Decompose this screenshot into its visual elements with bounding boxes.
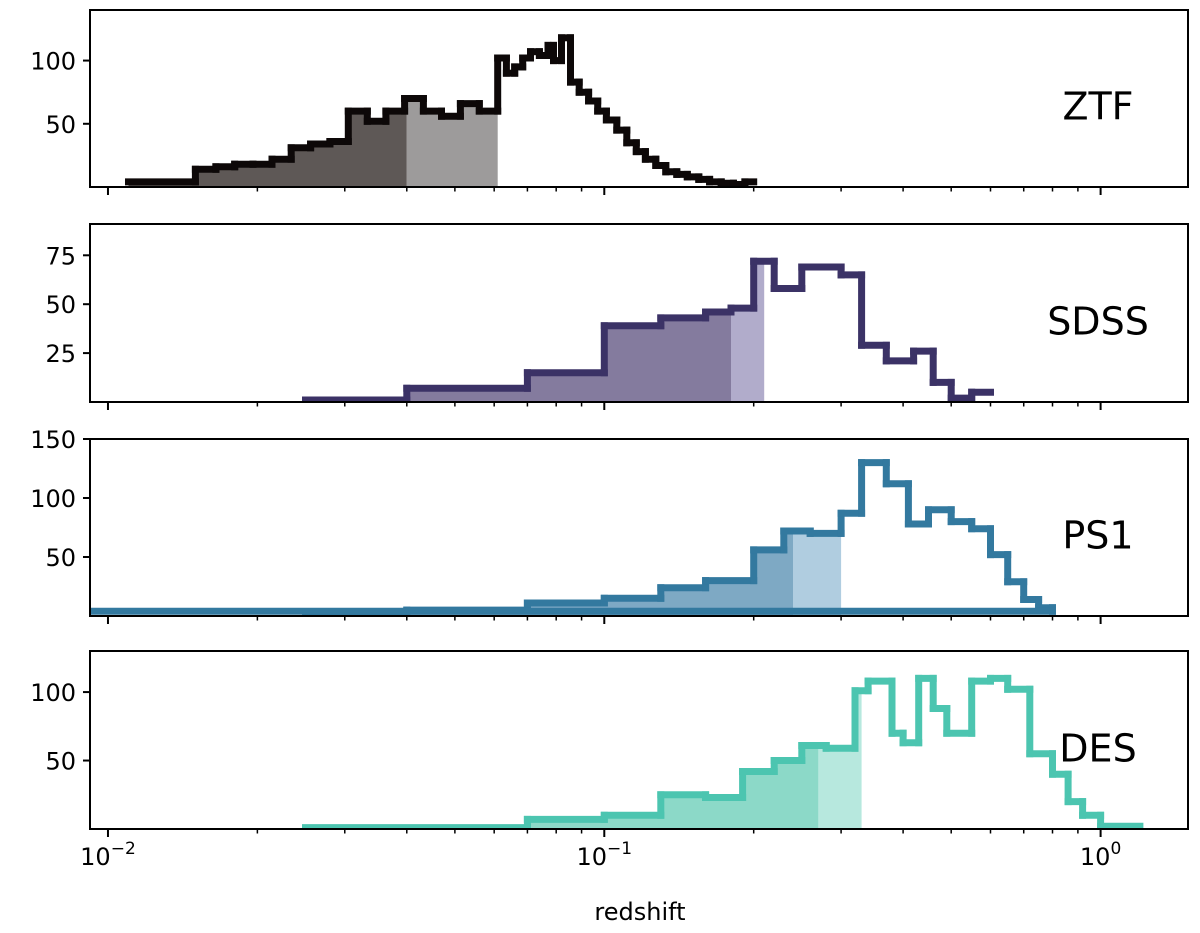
panel-frame [89, 438, 1189, 617]
histogram-steps [125, 34, 758, 187]
x-tick-label: 10−2 [80, 839, 136, 871]
panel-label: PS1 [1062, 514, 1133, 558]
panel-frame [89, 9, 1189, 188]
panel-label: DES [1059, 726, 1136, 770]
y-tick-label: 50 [45, 111, 76, 139]
fill-light-region [406, 98, 498, 187]
x-tick-label: 100 [1080, 839, 1121, 871]
fill-dark-region [305, 531, 793, 616]
y-tick-label: 150 [30, 426, 76, 454]
fill-dark-region [305, 312, 731, 402]
panel-frame [89, 223, 1189, 403]
panel-ztf: 50 100 ZTF [30, 9, 1189, 195]
x-axis-title: redshift [594, 898, 685, 926]
fill-dark-region [128, 98, 407, 187]
panel-label: ZTF [1062, 85, 1133, 129]
fill-dark-region [305, 745, 819, 829]
y-tick-label: 100 [30, 48, 76, 76]
fill-light-region [793, 531, 842, 616]
y-tick-label: 50 [45, 748, 76, 776]
x-tick-labels: 10−2 10−1 100 [80, 839, 1121, 871]
y-tick-label: 50 [45, 291, 76, 319]
histogram-steps [302, 674, 1144, 829]
y-tick-label: 100 [30, 679, 76, 707]
panel-label: SDSS [1047, 299, 1149, 343]
y-tick-label: 25 [45, 340, 76, 368]
fill-light-region [731, 261, 765, 402]
histogram-steps [90, 459, 1056, 616]
fill-light-region [818, 690, 862, 829]
y-tick-label: 50 [45, 544, 76, 572]
panel-ps1: 50 100 150 PS1 [30, 426, 1189, 624]
panel-frame [89, 650, 1189, 830]
histogram-steps [302, 257, 994, 402]
y-tick-label: 100 [30, 485, 76, 513]
panel-sdss: 25 50 75 SDSS [45, 223, 1189, 410]
panels: 50 100 ZTF 25 50 75 SDSS 50 100 150 PS1 50 100 DES 10−… [30, 9, 1189, 871]
x-tick-label: 10−1 [576, 839, 632, 871]
panel-des: 50 100 DES [30, 650, 1189, 837]
y-tick-label: 75 [45, 242, 76, 270]
